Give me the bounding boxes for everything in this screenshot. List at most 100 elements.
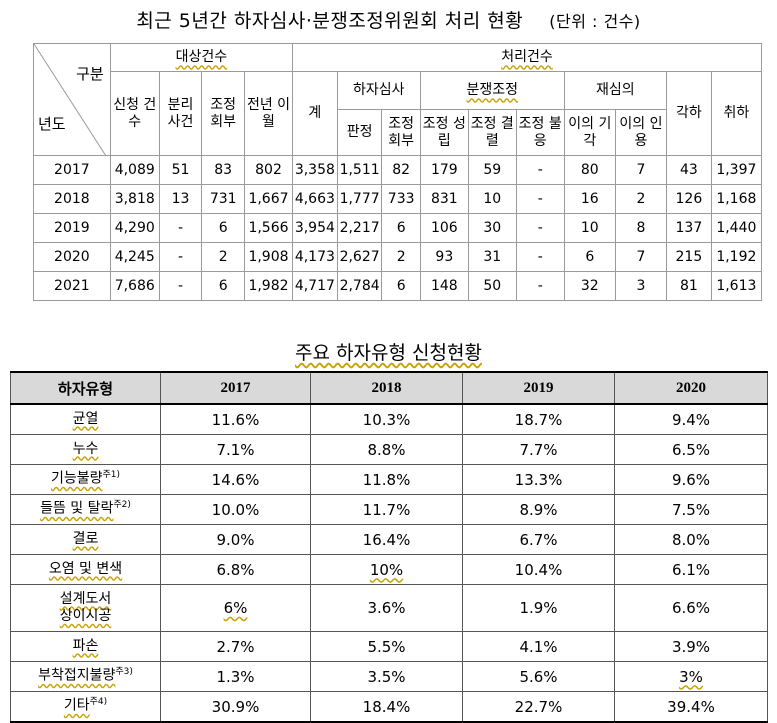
value-cell: 1,511 [336,155,383,185]
value-cell: 50 [467,271,517,301]
defect-type-label: 결로 [72,530,99,547]
corner-header: 구분 년도 [33,43,111,156]
percent-cell: 11.8% [310,464,463,495]
value-cell: 2,627 [336,242,383,272]
table-row: 기타주4) 30.9% 18.4% 22.7% 39.4% [10,691,768,723]
value-cell: 32 [563,271,616,301]
header-refer2: 조정 회부 [381,109,421,156]
header-2019: 2019 [462,371,615,405]
value-cell: 1,440 [710,213,763,243]
percent-cell: 16.4% [310,524,463,555]
value-cell: 6 [201,271,245,301]
header-2017: 2017 [160,371,311,405]
percent-cell: 8.0% [614,524,768,555]
year-cell: 2019 [33,213,111,243]
value-cell: 215 [666,242,712,272]
value-cell: 1,908 [244,242,293,272]
defect-type-cell: 부착접지불량주3) [10,661,161,692]
value-cell: 1,777 [336,184,383,214]
footnote-marker: 주1) [102,470,121,481]
value-cell: 137 [666,213,712,243]
percent-cell: 9.0% [160,524,311,555]
percent-cell: 18.7% [462,403,615,435]
value-cell: 82 [381,155,421,185]
header-defect-type: 하자유형 [10,371,161,405]
value-cell: 51 [158,155,203,185]
value-cell: 1,192 [710,242,763,272]
percent-cell: 6.8% [160,554,311,585]
title-unit: (단위 : 건수) [549,12,641,31]
value-cell: 3,818 [109,184,160,214]
percent-cell: 7.5% [614,494,768,525]
page-title: 최근 5년간 하자심사·분쟁조정위원회 처리 현황 (단위 : 건수) [0,6,777,33]
year-cell: 2020 [33,242,111,272]
defect-type-cell: 오염 및 변색 [10,554,161,585]
defect-type-label: 기능불량 [50,471,103,488]
percent-cell: 13.3% [462,464,615,495]
percent-cell: 7.7% [462,434,615,465]
section-title: 주요 하자유형 신청현황 [295,342,482,364]
value-cell: 10 [563,213,616,243]
defect-type-label: 기타 [63,698,90,715]
value-cell: 148 [419,271,469,301]
value-cell: 4,245 [109,242,160,272]
table-row: 2018 3,818 13 731 1,667 4,663 1,777 733 831 10-16… [33,184,763,214]
header-dispute: 분쟁조정 [419,71,565,110]
table-row: 균열 11.6% 10.3% 18.7% 9.4% [10,403,768,435]
processing-status-table: 구분 년도 대상건수 처리건수 신청 건수 분리 사건 조정 회부 전년 이월 … [33,43,763,301]
value-cell: 1,566 [244,213,293,243]
value-cell: 93 [419,242,469,272]
defect-type-cell: 누수 [10,434,161,465]
table-row: 2019 4,290-6 1,566 3,954 2,217 6 106 30-10 8 137 1… [33,213,763,243]
defect-type-label: 들뜸 및 탈락 [40,501,114,518]
value-cell: 831 [419,184,469,214]
value-cell: 2 [381,242,421,272]
defect-type-cell: 기능불량주1) [10,464,161,495]
value-cell: 7 [614,242,668,272]
header-2020: 2020 [614,371,768,405]
value-cell: 1,397 [710,155,763,185]
defect-type-cell: 균열 [10,403,161,435]
percent-cell: 7.1% [160,434,311,465]
percent-cell: 3.5% [310,661,463,692]
percent-cell: 5.6% [462,661,615,692]
value-cell: 731 [201,184,245,214]
year-cell: 2018 [33,184,111,214]
value-cell: - [515,271,565,301]
value-cell: 80 [563,155,616,185]
value-cell: 733 [381,184,421,214]
percent-cell: 8.8% [310,434,463,465]
percent-cell: 6.5% [614,434,768,465]
value-cell: 4,717 [291,271,338,301]
defect-type-cell: 기타주4) [10,691,161,723]
percent-cell: 22.7% [462,691,615,723]
percent-cell: 11.6% [160,403,311,435]
value-cell: - [515,184,565,214]
value-cell: 1,982 [244,271,293,301]
value-cell: 6 [381,271,421,301]
header-settle: 조정 성립 [419,109,469,156]
value-cell: - [158,213,203,243]
group-target-header: 대상건수 [109,43,293,72]
percent-cell: 3.6% [310,584,463,632]
value-cell: 2 [201,242,245,272]
percent-cell: 3% [614,661,768,692]
value-cell: 6 [381,213,421,243]
value-cell: 43 [666,155,712,185]
defect-type-table: 하자유형 2017 2018 2019 2020 균열 11.6% 10.3% 18.… [10,371,768,723]
header-fail: 조정 불응 [515,109,565,156]
header-apply: 신청 건수 [109,71,160,156]
percent-cell: 39.4% [614,691,768,723]
header-judge: 판정 [336,109,383,156]
header-accept: 이의 인용 [614,109,668,156]
value-cell: 1,613 [710,271,763,301]
value-cell: 8 [614,213,668,243]
diagonal-line [34,44,106,156]
defect-type-label: 파손 [72,637,99,654]
value-cell: 4,089 [109,155,160,185]
defect-type-label: 누수 [72,440,99,457]
table-row: 2020 4,245-2 1,908 4,173 2,627 2 93 31-6 7 215 1,1… [33,242,763,272]
percent-cell: 10.4% [462,554,615,585]
value-cell: 4,173 [291,242,338,272]
percent-cell: 9.4% [614,403,768,435]
